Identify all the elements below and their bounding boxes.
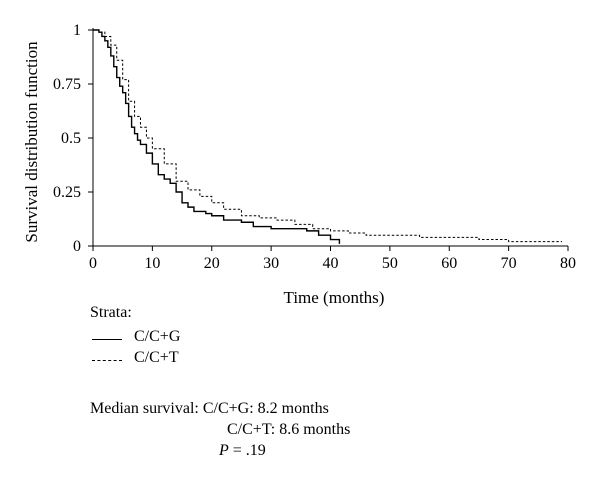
series-lines [93,29,563,244]
y-tick-label: 1 [73,22,81,39]
x-tick-label: 50 [382,255,398,272]
x-tick-label: 30 [263,255,279,272]
x-tick-label: 10 [144,255,160,272]
p-value: P = .19 [219,442,266,460]
x-tick-label: 20 [204,255,220,272]
x-tick-label: 80 [560,255,576,272]
series-line-cg [93,29,341,244]
legend-solid-line-icon [92,339,122,340]
series-line-ct [93,29,563,243]
x-axis-label: Time (months) [284,288,385,307]
legend-heading: Strata: [90,304,132,321]
legend-label-ct: C/C+T [134,349,179,366]
y-tick-label: 0.75 [53,76,81,93]
x-tick-label: 0 [89,255,97,272]
x-tick-label: 70 [501,255,517,272]
p-value-text: = .19 [228,442,266,459]
axes [92,28,568,247]
y-tick-label: 0 [73,238,81,255]
y-tick-label: 0.5 [61,130,81,147]
x-tick-label: 40 [323,255,339,272]
y-tick-label: 0.25 [53,184,81,201]
median-survival-line2: C/C+T: 8.6 months [227,421,351,438]
legend-label-cg: C/C+G [134,328,181,345]
p-symbol: P [219,442,229,459]
y-axis-label: Survival distribution function [22,41,41,243]
x-tick-label: 60 [441,255,457,272]
legend-dashed-line-icon [92,360,122,361]
median-survival-line1: Median survival: C/C+G: 8.2 months [90,400,329,417]
ticks: 0 10 20 30 40 50 60 70 80 0 0.25 0.5 0.75 1 [53,22,576,272]
